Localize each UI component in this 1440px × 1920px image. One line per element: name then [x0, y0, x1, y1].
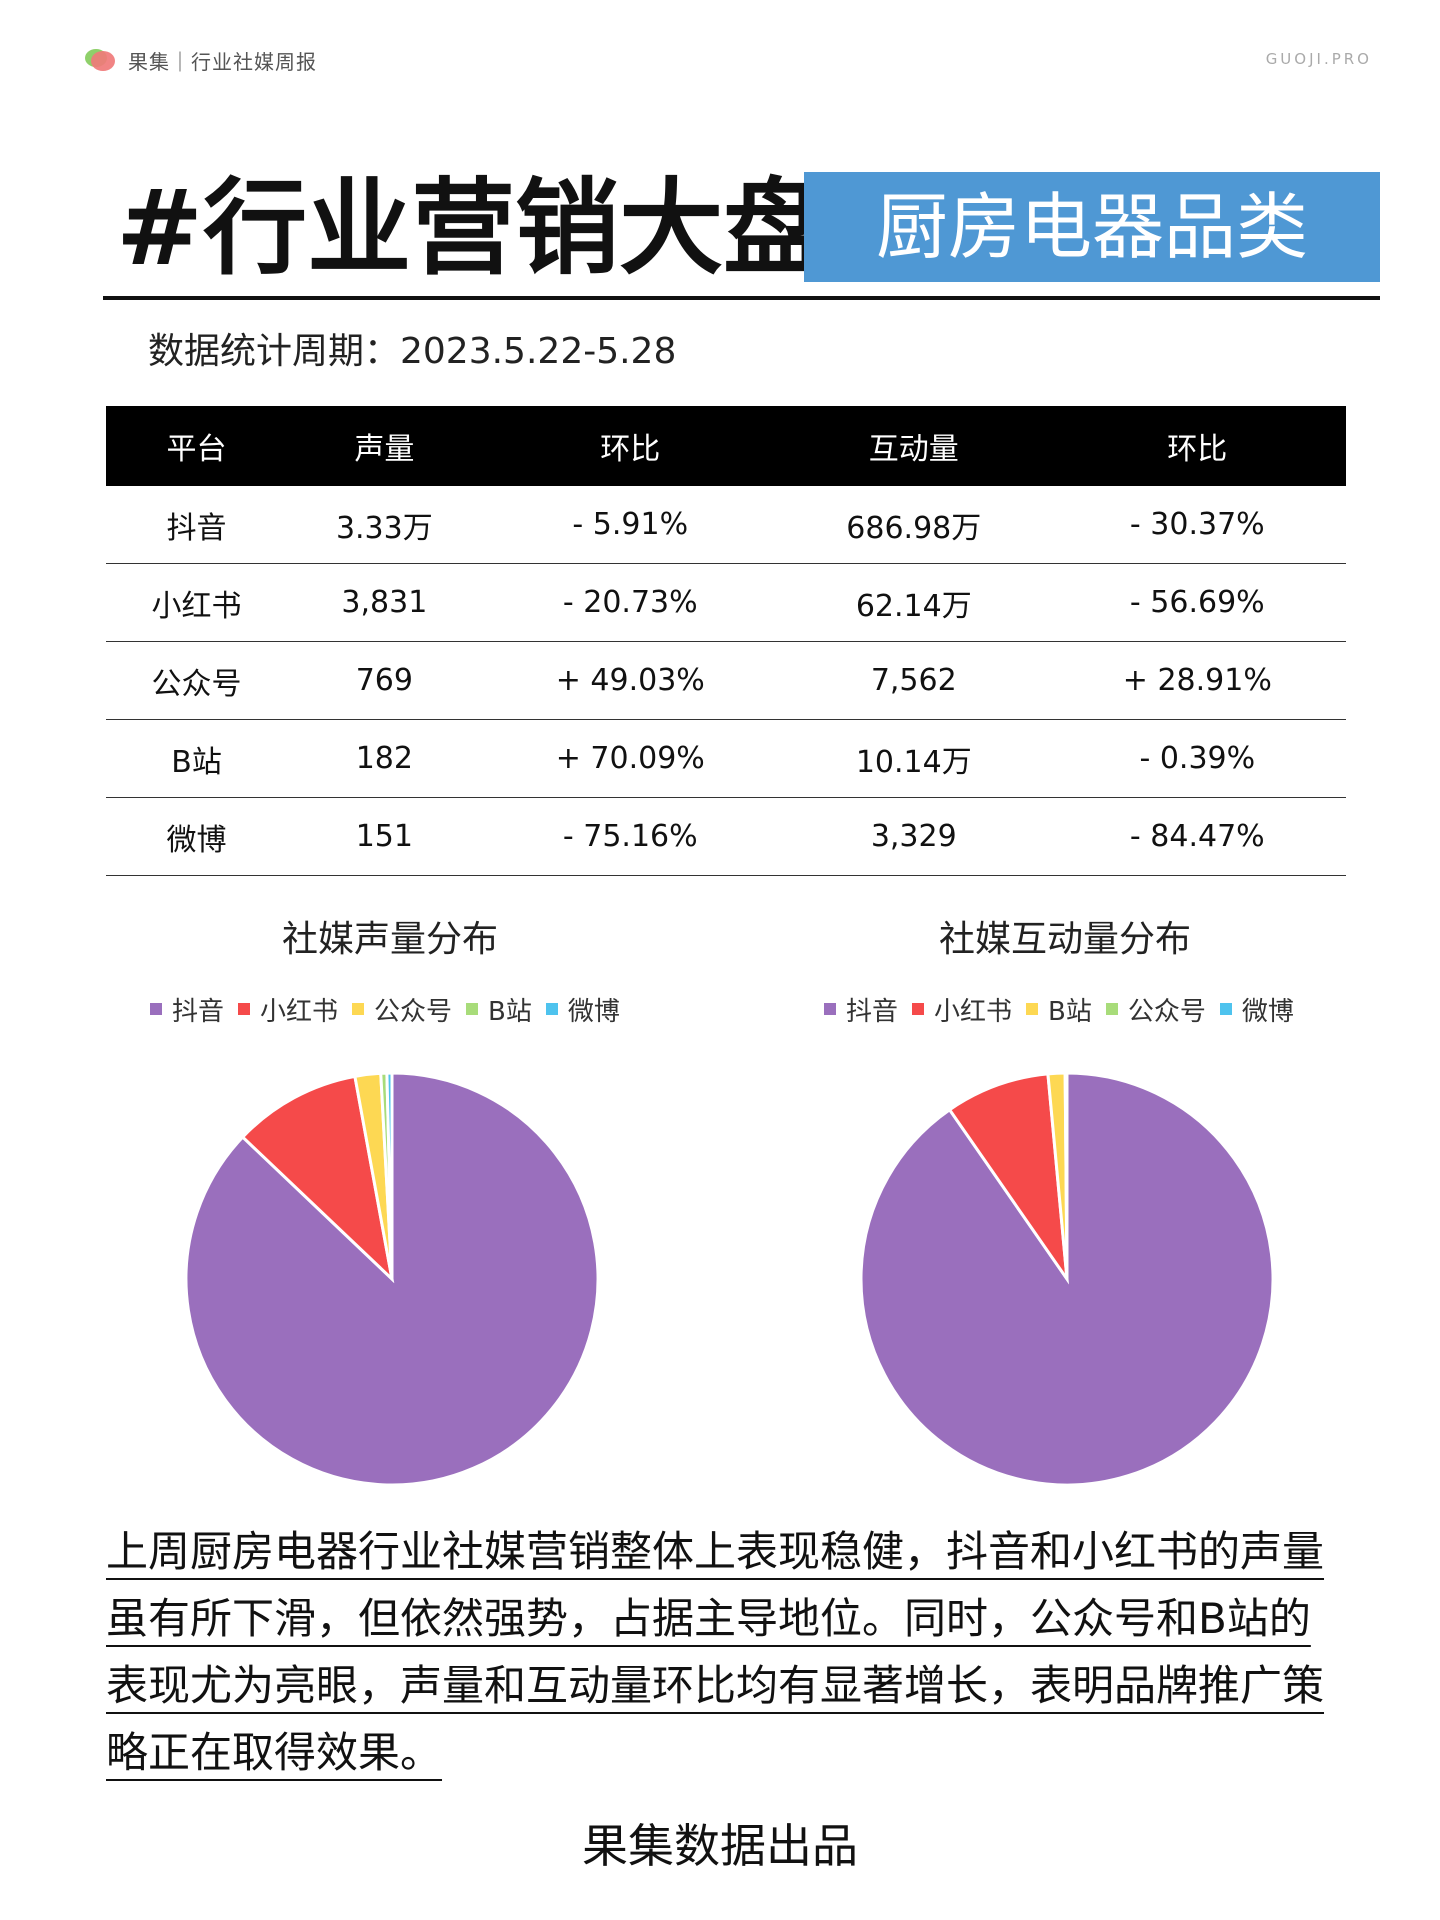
- legend-item: B站: [1026, 991, 1092, 1028]
- pie-slice-小红书: [240, 1074, 395, 1284]
- cell-volume: 769: [287, 641, 482, 720]
- header-platform: 平台: [106, 406, 288, 486]
- volume-chart-legend: 抖音 小红书 公众号 B站 微博: [150, 991, 634, 1028]
- cell-platform: B站: [106, 719, 288, 798]
- interaction-chart-legend: 抖音 小红书 B站 公众号 微博: [824, 991, 1308, 1028]
- interaction-pie-chart: [859, 1071, 1275, 1487]
- legend-label: 小红书: [934, 996, 1013, 1027]
- cell-interaction-change: - 0.39%: [1048, 719, 1346, 798]
- legend-item: 抖音: [150, 991, 224, 1028]
- cell-interaction-change: - 30.37%: [1048, 486, 1346, 564]
- stat-period: 数据统计周期：2023.5.22-5.28: [148, 331, 677, 372]
- fruit-logo-icon: [85, 49, 115, 71]
- table-row: 公众号 769 + 49.03% 7,562 + 28.91%: [106, 641, 1346, 720]
- table-row: 微博 151 - 75.16% 3,329 - 84.47%: [106, 797, 1346, 876]
- table-row: 抖音 3.33万 - 5.91% 686.98万 - 30.37%: [106, 486, 1346, 564]
- cell-interaction: 7,562: [778, 641, 1049, 720]
- legend-label: B站: [1048, 996, 1092, 1027]
- cell-volume: 3,831: [287, 563, 482, 642]
- cell-interaction: 10.14万: [778, 719, 1049, 798]
- cell-interaction: 3,329: [778, 797, 1049, 876]
- cell-volume: 3.33万: [287, 486, 482, 564]
- cell-volume-change: + 49.03%: [481, 641, 779, 720]
- header-volume: 声量: [287, 406, 482, 486]
- legend-item: 微博: [545, 991, 620, 1028]
- legend-swatch: [1219, 1003, 1232, 1015]
- summary-text: 上周厨房电器行业社媒营销整体上表现稳健，抖音和小红书的声量虽有所下滑，但依然强势…: [106, 1518, 1346, 1786]
- legend-swatch: [466, 1003, 479, 1015]
- legend-item: B站: [466, 991, 532, 1028]
- footer-credit: 果集数据出品: [582, 1819, 858, 1873]
- pie-slice-小红书: [947, 1072, 1070, 1285]
- legend-item: 微博: [1219, 991, 1294, 1028]
- legend-item: 公众号: [1105, 991, 1206, 1028]
- top-bar: 果集｜行业社媒周报 GUOJI.PRO: [82, 44, 1372, 74]
- platform-stats-table: 平台 声量 环比 互动量 环比 抖音 3.33万 - 5.91% 686.98万…: [106, 406, 1346, 876]
- legend-label: 抖音: [172, 996, 225, 1027]
- legend-swatch: [1026, 1003, 1039, 1015]
- legend-swatch: [1105, 1003, 1118, 1015]
- legend-swatch: [238, 1003, 251, 1015]
- legend-label: 公众号: [1127, 996, 1206, 1027]
- cell-platform: 公众号: [106, 641, 288, 720]
- cell-interaction-change: - 56.69%: [1048, 563, 1346, 642]
- cell-platform: 微博: [106, 797, 288, 876]
- cell-interaction: 686.98万: [778, 486, 1049, 564]
- header-interaction: 互动量: [778, 406, 1049, 486]
- cell-interaction: 62.14万: [778, 563, 1049, 642]
- header-interaction-change: 环比: [1048, 406, 1346, 486]
- cell-volume: 151: [287, 797, 482, 876]
- cell-volume-change: - 20.73%: [481, 563, 779, 642]
- cell-platform: 抖音: [106, 486, 288, 564]
- header-volume-change: 环比: [481, 406, 779, 486]
- site-url: GUOJI.PRO: [1265, 50, 1372, 68]
- legend-item: 小红书: [238, 991, 338, 1028]
- pie-slice-微博: [385, 1071, 394, 1280]
- table-row: B站 182 + 70.09% 10.14万 - 0.39%: [106, 719, 1346, 798]
- volume-chart-title: 社媒声量分布: [281, 919, 498, 960]
- legend-label: 小红书: [260, 996, 339, 1027]
- cell-volume-change: - 5.91%: [481, 486, 779, 564]
- legend-swatch: [912, 1003, 925, 1015]
- brand-name: 果集｜行业社媒周报: [128, 50, 317, 74]
- legend-label: B站: [488, 996, 532, 1027]
- summary-body: 上周厨房电器行业社媒营销整体上表现稳健，抖音和小红书的声量虽有所下滑，但依然强势…: [106, 1527, 1325, 1777]
- page-title: #行业营销大盘: [116, 167, 828, 289]
- cell-platform: 小红书: [106, 563, 288, 642]
- legend-item: 抖音: [824, 991, 898, 1028]
- pie-slice-微博: [1064, 1071, 1069, 1280]
- legend-swatch: [545, 1003, 558, 1015]
- volume-pie-chart: [184, 1071, 600, 1487]
- pie-slice-抖音: [184, 1071, 600, 1487]
- table-row: 小红书 3,831 - 20.73% 62.14万 - 56.69%: [106, 563, 1346, 642]
- legend-label: 抖音: [846, 996, 899, 1027]
- legend-item: 公众号: [352, 991, 452, 1028]
- cell-volume: 182: [287, 719, 482, 798]
- interaction-chart-title: 社媒互动量分布: [938, 919, 1191, 960]
- cell-volume-change: - 75.16%: [481, 797, 779, 876]
- table-header-row: 平台 声量 环比 互动量 环比: [106, 406, 1346, 486]
- cell-volume-change: + 70.09%: [481, 719, 779, 798]
- category-badge: 厨房电器品类: [804, 172, 1380, 282]
- legend-label: 微博: [567, 996, 620, 1027]
- cell-interaction-change: - 84.47%: [1048, 797, 1346, 876]
- legend-label: 微博: [1241, 996, 1294, 1027]
- legend-label: 公众号: [374, 996, 453, 1027]
- cell-interaction-change: + 28.91%: [1048, 641, 1346, 720]
- title-divider: [103, 296, 1380, 300]
- legend-swatch: [352, 1003, 365, 1015]
- legend-item: 小红书: [912, 991, 1012, 1028]
- legend-swatch: [150, 1003, 162, 1015]
- legend-swatch: [824, 1003, 836, 1015]
